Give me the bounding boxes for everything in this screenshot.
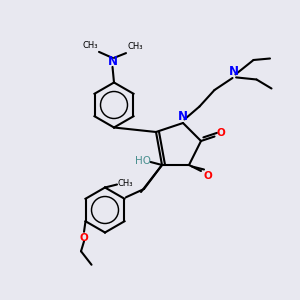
Text: CH₃: CH₃ bbox=[118, 179, 133, 188]
Text: N: N bbox=[229, 65, 239, 79]
Text: O: O bbox=[203, 171, 212, 182]
Text: HO: HO bbox=[134, 155, 151, 166]
Text: O: O bbox=[216, 128, 225, 139]
Text: N: N bbox=[177, 110, 188, 123]
Text: N: N bbox=[107, 55, 118, 68]
Text: CH₃: CH₃ bbox=[127, 42, 143, 51]
Text: O: O bbox=[80, 233, 88, 243]
Text: CH₃: CH₃ bbox=[82, 41, 98, 50]
